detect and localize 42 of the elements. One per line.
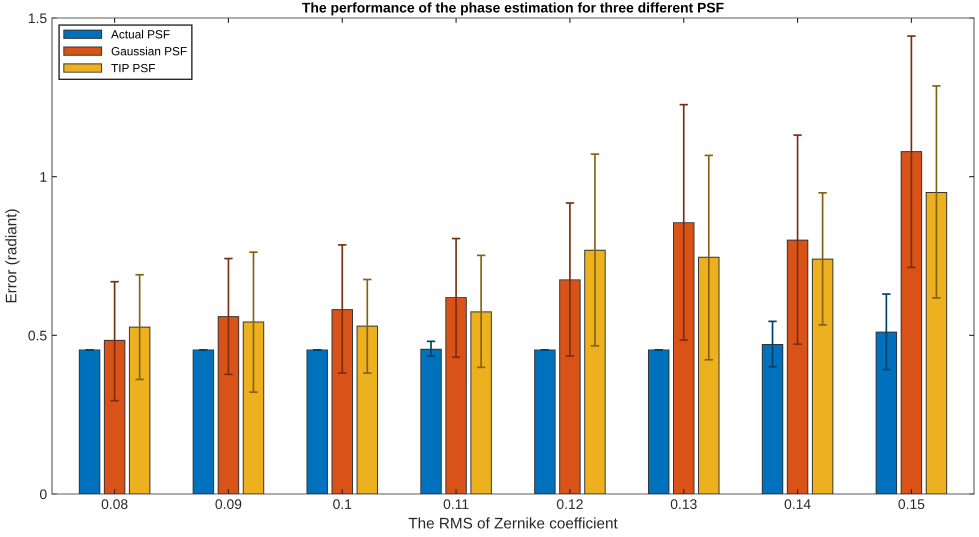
y-tick-label: 1 [40,172,46,182]
bar [534,349,556,494]
bar [104,340,126,494]
y-tick-label: 0.5 [28,330,47,341]
bar [698,256,720,494]
bar [786,240,808,494]
x-tick-label: 0.13 [670,499,697,510]
bar [356,326,378,494]
bar [78,349,100,494]
bar [900,151,922,494]
bar [242,322,264,494]
chart-title: The performance of the phase estimation for three different PSF [302,2,724,16]
bar [648,349,670,494]
x-tick-label: 0.11 [444,499,468,510]
bar [306,349,328,494]
legend-label: Gaussian PSF [112,46,187,56]
bar [445,297,467,494]
bar [192,349,214,494]
bar [218,316,240,494]
bar [762,344,784,494]
x-tick-label: 0.15 [898,499,924,510]
bar [673,222,694,494]
x-axis-title: The RMS of Zernike coefficient [408,517,618,529]
bar [470,311,492,494]
bar [584,250,606,494]
bar [128,326,150,494]
x-tick-label: 0.1 [333,499,352,510]
bar [926,192,948,494]
bar [420,348,442,494]
x-tick-label: 0.12 [556,499,583,510]
y-tick-label: 1.5 [28,13,47,24]
bar [812,258,834,494]
bar [332,309,353,494]
x-tick-label: 0.08 [102,499,128,510]
y-axis-title: Error (radiant) [5,209,20,302]
x-tick-label: 0.09 [215,499,242,510]
bar [876,332,898,494]
legend-label: TIP PSF [111,64,155,72]
legend-label: Actual PSF [111,30,170,38]
y-tick-label: 0 [40,489,47,500]
bar [559,279,581,494]
x-tick-label: 0.14 [784,499,811,510]
